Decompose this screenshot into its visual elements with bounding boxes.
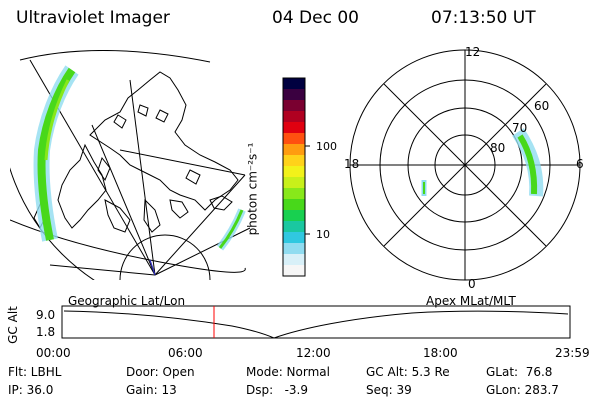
mlt-label-18: 18 [344, 157, 360, 171]
colorbar-step [283, 122, 305, 134]
info-ip: IP: 36.0 [8, 383, 54, 397]
colorbar-step [283, 177, 305, 189]
timeline-right-title: Apex MLat/MLT [426, 294, 516, 308]
info-filter: Flt: LBHL [8, 365, 62, 379]
mlt-label-0: 0 [468, 277, 476, 291]
instrument-title: Ultraviolet Imager [16, 8, 170, 28]
info-dsp: Dsp: -3.9 [246, 383, 309, 397]
colorbar-unit-label: photon cm⁻²s⁻¹ [245, 142, 260, 236]
altitude-timeline [61, 305, 571, 339]
colorbar-step [283, 133, 305, 145]
colorbar-tick-10: 10 [316, 228, 330, 241]
timeline-xtick-0: 00:00 [36, 346, 71, 360]
colorbar-step [283, 144, 305, 156]
mlt-label-12: 12 [465, 45, 481, 59]
colorbar-step [283, 265, 305, 277]
timeline-ytick-low: 1.8 [36, 325, 56, 339]
polar-mlt-plot [349, 49, 581, 281]
colorbar-step [283, 243, 305, 255]
info-glat: GLat: 76.8 [486, 365, 553, 379]
colorbar-tick-100: 100 [316, 140, 337, 153]
geographic-map [10, 50, 251, 280]
info-gain: Gain: 13 [126, 383, 177, 397]
colorbar-step [283, 78, 305, 90]
colorbar-step [283, 188, 305, 200]
colorbar-step [283, 111, 305, 123]
colorbar-step [283, 210, 305, 222]
timeline-ytick-high: 9.0 [36, 308, 56, 322]
colorbar-step [283, 89, 305, 101]
info-glon: GLon: 283.7 [486, 383, 559, 397]
auroral-emission-left [33, 65, 79, 242]
colorbar-step [283, 166, 305, 178]
timeline-xtick-1: 06:00 [168, 346, 203, 360]
auroral-emission-right [216, 208, 246, 251]
colorbar-step [283, 100, 305, 112]
colorbar-step [283, 199, 305, 211]
info-door: Door: Open [126, 365, 195, 379]
timeline-axis-label: GC Alt [5, 306, 20, 344]
colorbar-step [283, 232, 305, 244]
lat-label-70: 70 [512, 121, 528, 135]
timeline-xtick-4: 23:59 [555, 346, 590, 360]
color-bar [282, 77, 310, 277]
lat-label-60: 60 [534, 99, 550, 113]
timeline-xtick-2: 12:00 [296, 346, 331, 360]
info-gc-alt: GC Alt: 5.3 Re [366, 365, 450, 379]
mlt-label-6: 6 [576, 157, 584, 171]
time-label: 07:13:50 UT [431, 8, 536, 28]
timeline-left-title: Geographic Lat/Lon [68, 294, 186, 308]
date-label: 04 Dec 00 [272, 8, 359, 28]
colorbar-step [283, 254, 305, 266]
colorbar-step [283, 155, 305, 167]
info-seq: Seq: 39 [366, 383, 412, 397]
colorbar-step [283, 221, 305, 233]
timeline-xtick-3: 18:00 [423, 346, 458, 360]
info-mode: Mode: Normal [246, 365, 330, 379]
auroral-emission-polar [421, 128, 544, 197]
lat-label-80: 80 [490, 141, 506, 155]
